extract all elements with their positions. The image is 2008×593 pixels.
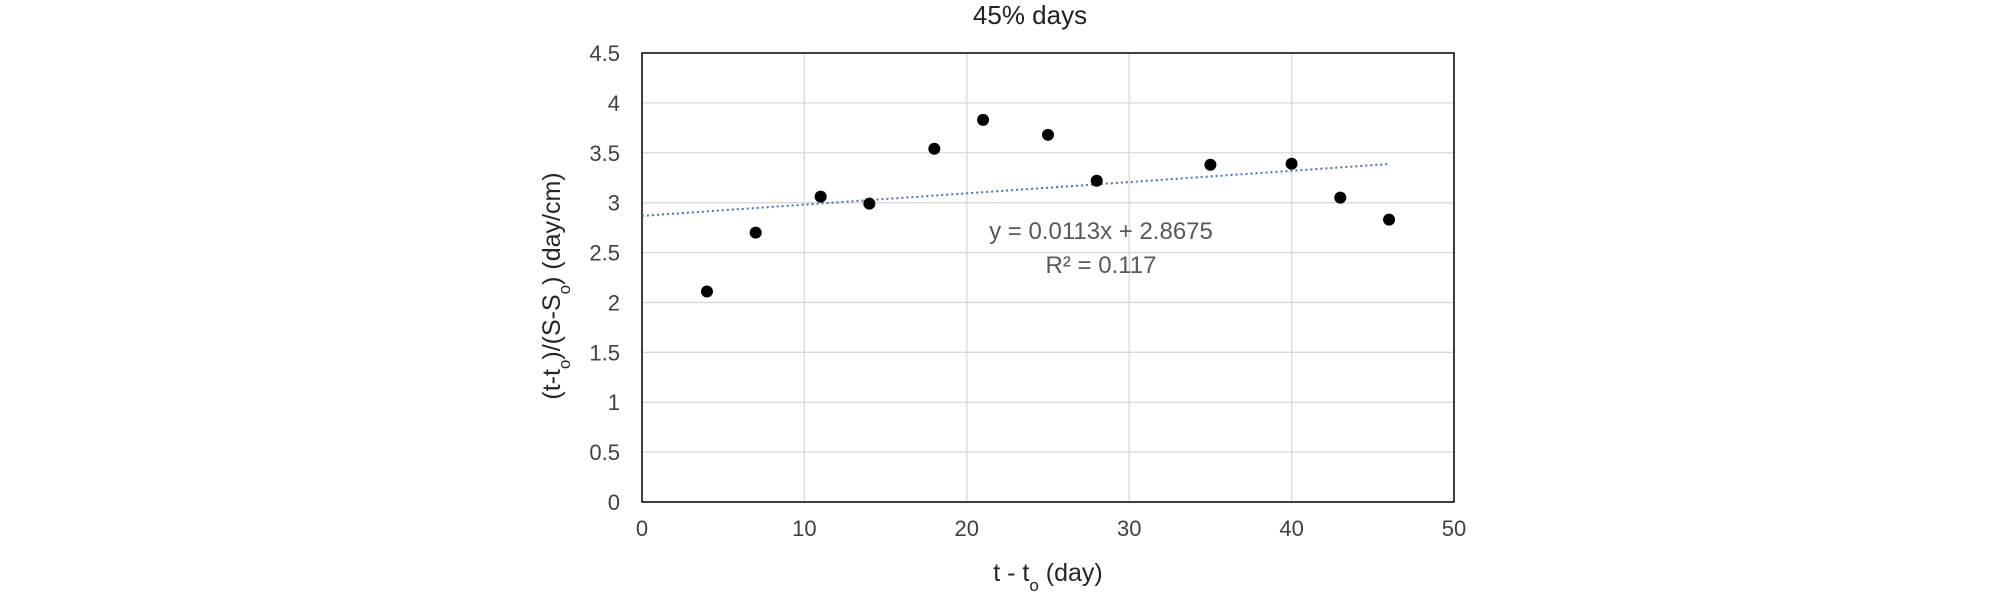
x-tick-label: 30: [1117, 516, 1141, 541]
y-tick-label: 3: [608, 191, 620, 216]
x-tick-label: 10: [792, 516, 816, 541]
y-axis-tick-labels: 0 0.5 1 1.5 2 2.5 3 3.5 4 4.5: [589, 41, 620, 515]
data-point: [1334, 191, 1347, 204]
x-tick-label: 50: [1442, 516, 1466, 541]
x-tick-label: 20: [955, 516, 979, 541]
data-point: [1042, 128, 1054, 141]
data-point: [863, 197, 876, 210]
plot-area-frame: [641, 52, 1455, 503]
data-point: [749, 226, 762, 239]
x-axis-label: t - to (day): [993, 559, 1102, 593]
data-point: [1090, 174, 1103, 187]
trendline-equation: y = 0.0113x + 2.8675: [989, 218, 1213, 245]
data-point: [1204, 158, 1217, 171]
data-point: [928, 142, 941, 155]
y-tick-label: 4.5: [589, 41, 620, 66]
y-tick-label: 4: [608, 91, 620, 116]
linear-trendline: [641, 163, 1390, 217]
data-point: [977, 113, 990, 126]
y-tick-label: 2: [608, 290, 620, 315]
data-point: [1383, 213, 1396, 226]
x-tick-label: 0: [636, 516, 648, 541]
x-axis-tick-labels: 0 10 20 30 40 50: [636, 516, 1466, 541]
y-tick-label: 1: [608, 390, 620, 415]
y-axis-label: (t-to)/(S-So) (day/cm): [538, 172, 574, 399]
y-tick-label: 1.5: [589, 340, 620, 365]
data-points: [700, 113, 1396, 298]
chart-title: 45% days: [973, 0, 1087, 30]
y-tick-label: 0.5: [589, 440, 620, 465]
data-point: [700, 285, 713, 298]
data-point: [814, 190, 827, 203]
y-tick-label: 2.5: [589, 241, 620, 266]
grid-lines: [642, 53, 1454, 502]
x-tick-label: 40: [1279, 516, 1303, 541]
trendline-r-squared: R² = 0.117: [1046, 252, 1157, 279]
y-tick-label: 0: [608, 490, 620, 515]
data-point: [1285, 157, 1298, 170]
y-tick-label: 3.5: [589, 141, 620, 166]
